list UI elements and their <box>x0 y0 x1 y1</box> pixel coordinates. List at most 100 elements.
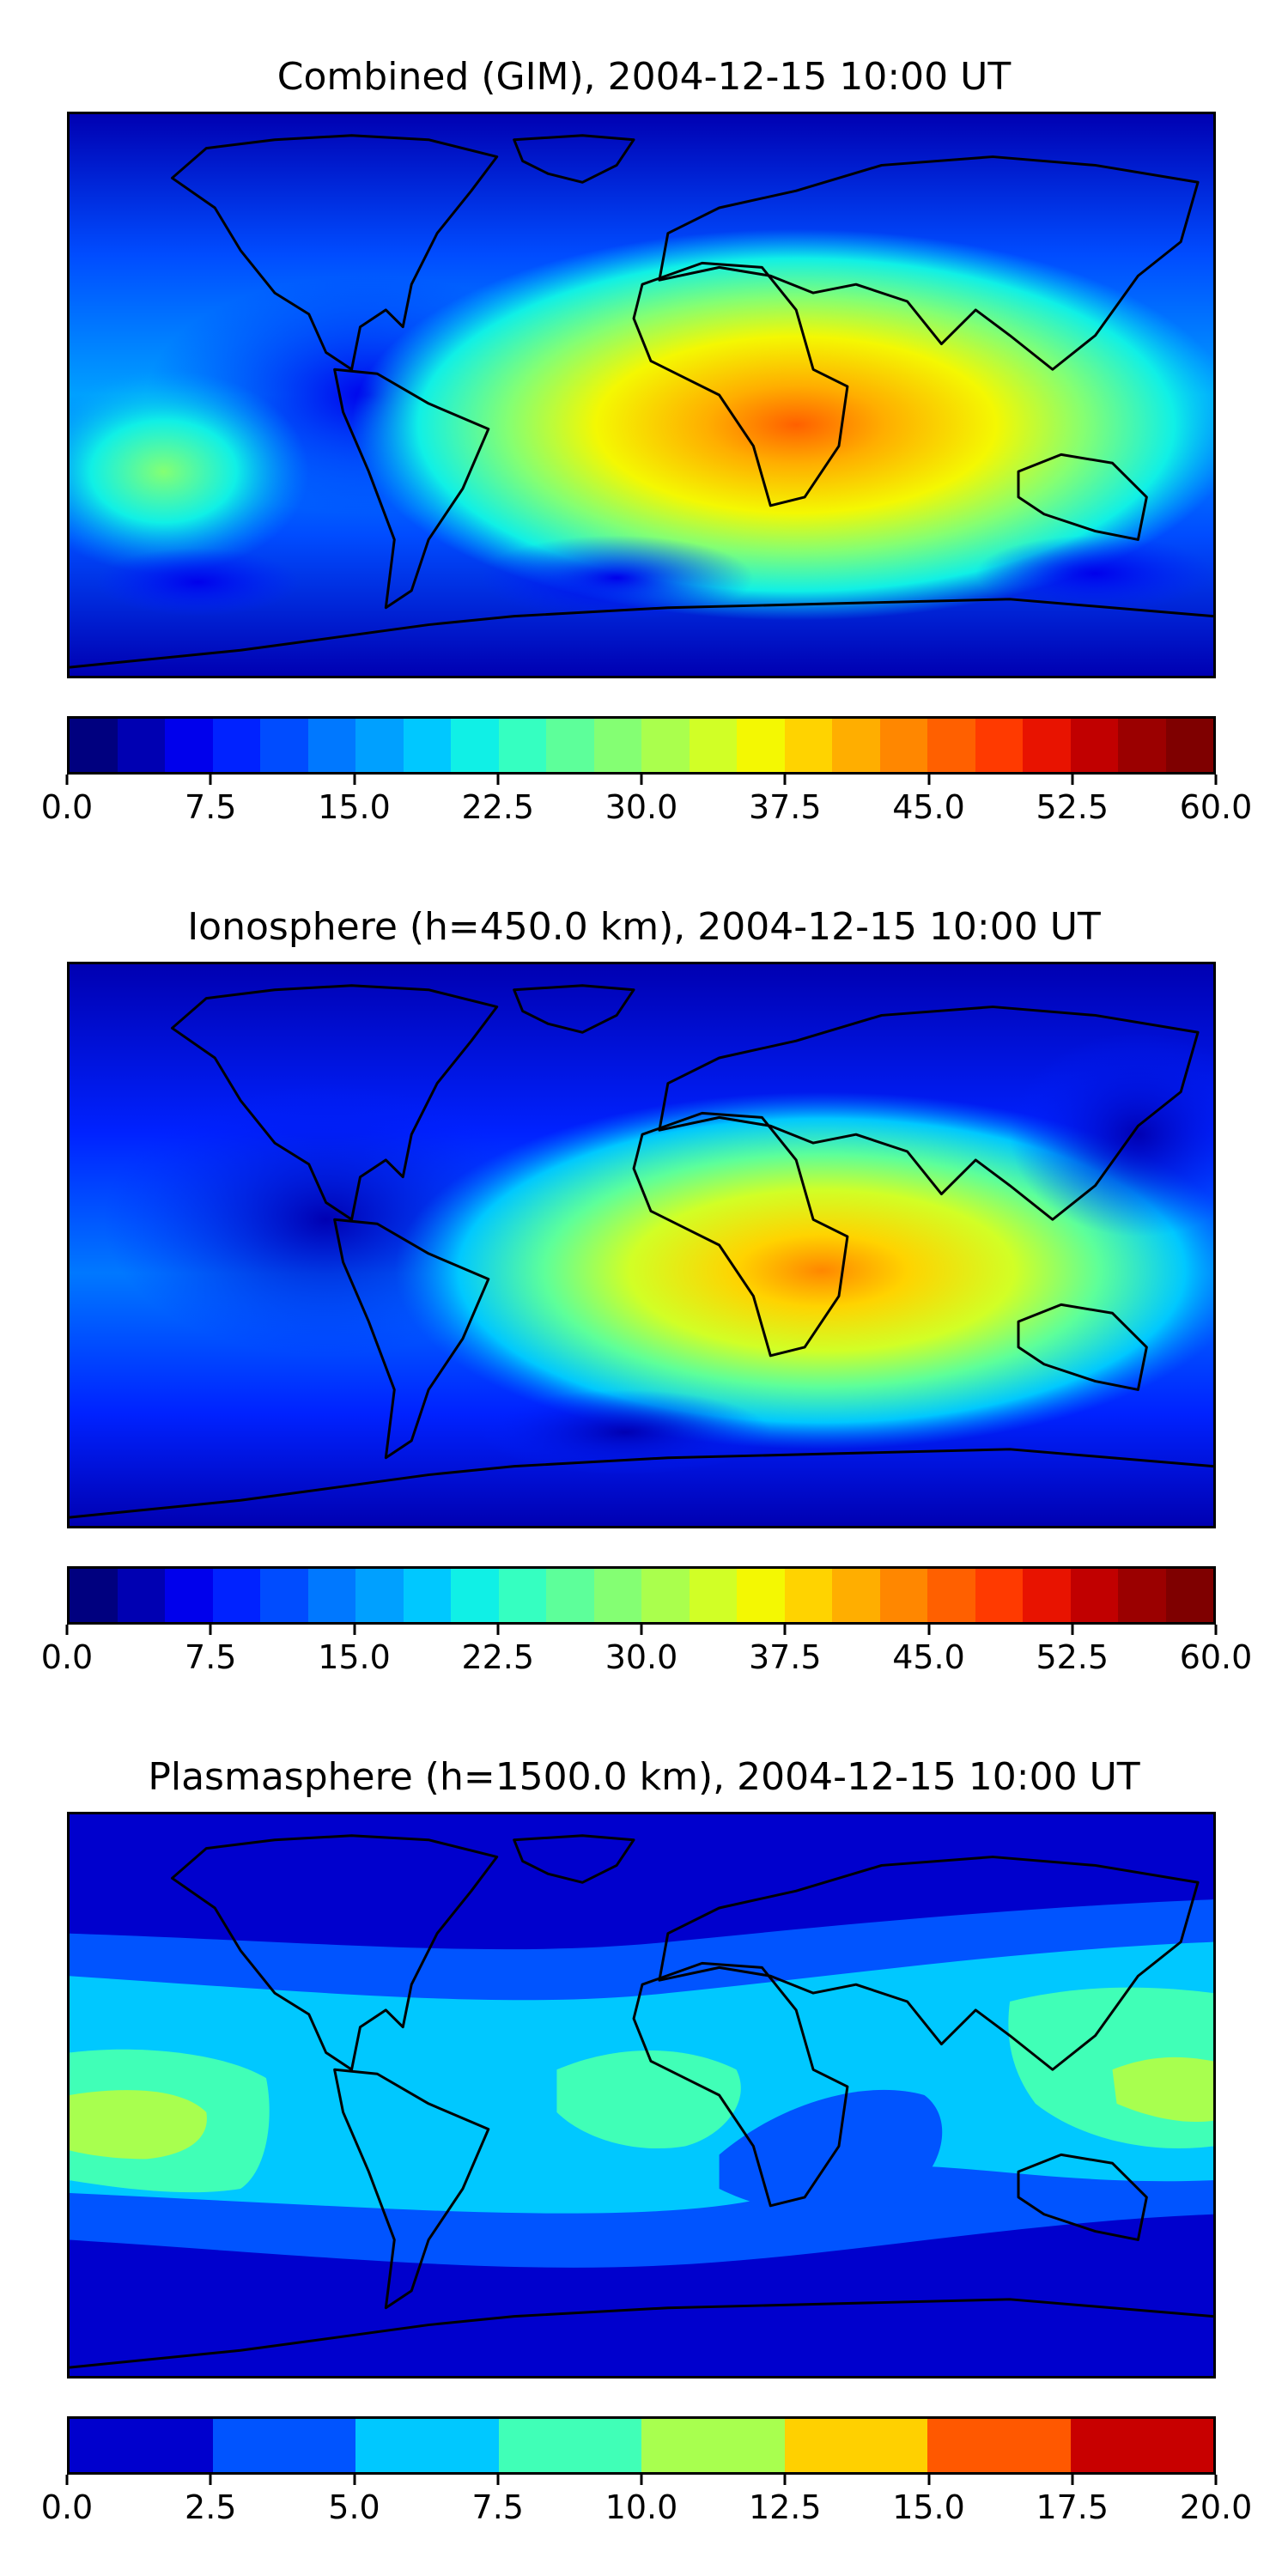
colorbar-tick-label: 22.5 <box>461 788 535 826</box>
colorbar-tick-label: 52.5 <box>1036 1638 1109 1676</box>
colorbar-tick <box>353 1625 355 1635</box>
colorbar-segment <box>927 2419 1071 2472</box>
colorbar-segment <box>975 1569 1023 1622</box>
colorbar-segment <box>1070 2419 1213 2472</box>
colorbar-segment <box>212 719 260 772</box>
colorbar-segment <box>260 719 308 772</box>
colorbar-segment <box>70 719 118 772</box>
colorbar-tick <box>1214 775 1218 785</box>
colorbar-tick <box>1214 2475 1218 2485</box>
colorbar-tick <box>783 775 787 785</box>
colorbar-segment <box>689 1569 737 1622</box>
panel-2-colorbar-ticks: 0.0 7.5 15.0 22.5 30.0 37.5 45.0 52.5 60.0 <box>41 1625 1252 1676</box>
panel-2-map <box>67 962 1216 1528</box>
colorbar-segment <box>832 1569 880 1622</box>
colorbar-tick-label: 37.5 <box>748 1638 822 1676</box>
colorbar-tick <box>927 1625 930 1635</box>
colorbar-segment <box>212 1569 260 1622</box>
colorbar-segment <box>832 719 880 772</box>
colorbar-segment <box>1118 1569 1166 1622</box>
colorbar-tick-label: 17.5 <box>1036 2488 1109 2526</box>
colorbar-tick-label: 37.5 <box>748 788 822 826</box>
colorbar-segment <box>117 719 165 772</box>
colorbar-segment <box>70 2419 213 2472</box>
colorbar-tick-label: 45.0 <box>892 788 965 826</box>
colorbar-tick-label: 15.0 <box>892 2488 965 2526</box>
colorbar-tick <box>640 2475 643 2485</box>
colorbar-tick <box>209 775 212 785</box>
colorbar-segment <box>975 719 1023 772</box>
panel-1-colorbar-ticks: 0.0 7.5 15.0 22.5 30.0 37.5 45.0 52.5 60.0 <box>41 775 1252 826</box>
colorbar-segment <box>737 1569 785 1622</box>
panel-2-colorbar <box>67 1566 1216 1625</box>
colorbar-segment <box>260 1569 308 1622</box>
colorbar-segment <box>70 1569 118 1622</box>
colorbar-tick <box>65 1625 69 1635</box>
colorbar-segment <box>165 719 213 772</box>
colorbar-segment <box>451 1569 499 1622</box>
colorbar-segment <box>451 719 499 772</box>
colorbar-tick <box>783 2475 787 2485</box>
colorbar-tick-label: 7.5 <box>185 1638 237 1676</box>
colorbar-segment <box>1070 719 1118 772</box>
colorbar-segment <box>784 2419 927 2472</box>
panel-1-map <box>67 112 1216 678</box>
colorbar-tick <box>1214 1625 1218 1635</box>
colorbar-tick-label: 52.5 <box>1036 788 1109 826</box>
colorbar-segment <box>689 719 737 772</box>
colorbar-tick <box>65 2475 69 2485</box>
colorbar-tick-label: 7.5 <box>471 2488 524 2526</box>
colorbar-tick-label: 45.0 <box>892 1638 965 1676</box>
colorbar-segment <box>927 1569 975 1622</box>
colorbar-segment <box>641 2419 785 2472</box>
colorbar-tick <box>496 2475 500 2485</box>
colorbar-segment <box>403 1569 451 1622</box>
colorbar-tick-label: 20.0 <box>1179 2488 1253 2526</box>
colorbar-segment <box>1165 719 1213 772</box>
colorbar-tick-label: 15.0 <box>318 1638 391 1676</box>
panel-3-title: Plasmasphere (h=1500.0 km), 2004-12-15 1… <box>148 1755 1140 1799</box>
colorbar-tick-label: 30.0 <box>605 1638 678 1676</box>
colorbar-segment <box>927 719 975 772</box>
colorbar-tick-label: 15.0 <box>318 788 391 826</box>
colorbar-segment <box>879 1569 927 1622</box>
colorbar-segment <box>1118 719 1166 772</box>
colorbar-segment <box>498 1569 546 1622</box>
colorbar-tick-label: 0.0 <box>40 788 94 826</box>
colorbar-tick-label: 60.0 <box>1179 1638 1253 1676</box>
colorbar-tick <box>1071 1625 1074 1635</box>
colorbar-segment <box>212 2419 355 2472</box>
colorbar-tick-label: 0.0 <box>40 1638 94 1676</box>
colorbar-segment <box>498 2419 641 2472</box>
colorbar-tick <box>65 775 69 785</box>
colorbar-tick-label: 12.5 <box>748 2488 822 2526</box>
colorbar-segment <box>784 1569 832 1622</box>
colorbar-segment <box>1070 1569 1118 1622</box>
colorbar-tick <box>640 1625 643 1635</box>
panel-3-map <box>67 1812 1216 2379</box>
colorbar-tick <box>353 775 355 785</box>
colorbar-segment <box>1023 1569 1071 1622</box>
colorbar-segment <box>498 719 546 772</box>
colorbar-tick <box>1071 775 1074 785</box>
colorbar-tick <box>783 1625 787 1635</box>
colorbar-tick <box>209 1625 212 1635</box>
colorbar-segment <box>879 719 927 772</box>
colorbar-tick-label: 30.0 <box>605 788 678 826</box>
colorbar-segment <box>117 1569 165 1622</box>
panel-1-title: Combined (GIM), 2004-12-15 10:00 UT <box>276 55 1012 99</box>
colorbar-segment <box>307 719 355 772</box>
colorbar-tick-label: 5.0 <box>328 2488 380 2526</box>
panel-1-colorbar <box>67 716 1216 775</box>
colorbar-segment <box>593 1569 641 1622</box>
colorbar-segment <box>307 1569 355 1622</box>
panel-2-title: Ionosphere (h=450.0 km), 2004-12-15 10:0… <box>187 905 1101 949</box>
colorbar-tick-label: 0.0 <box>40 2488 94 2526</box>
colorbar-segment <box>403 719 451 772</box>
colorbar-segment <box>1165 1569 1213 1622</box>
colorbar-tick <box>1071 2475 1074 2485</box>
colorbar-tick-label: 7.5 <box>185 788 237 826</box>
colorbar-segment <box>165 1569 213 1622</box>
colorbar-segment <box>546 1569 594 1622</box>
colorbar-tick <box>496 1625 500 1635</box>
